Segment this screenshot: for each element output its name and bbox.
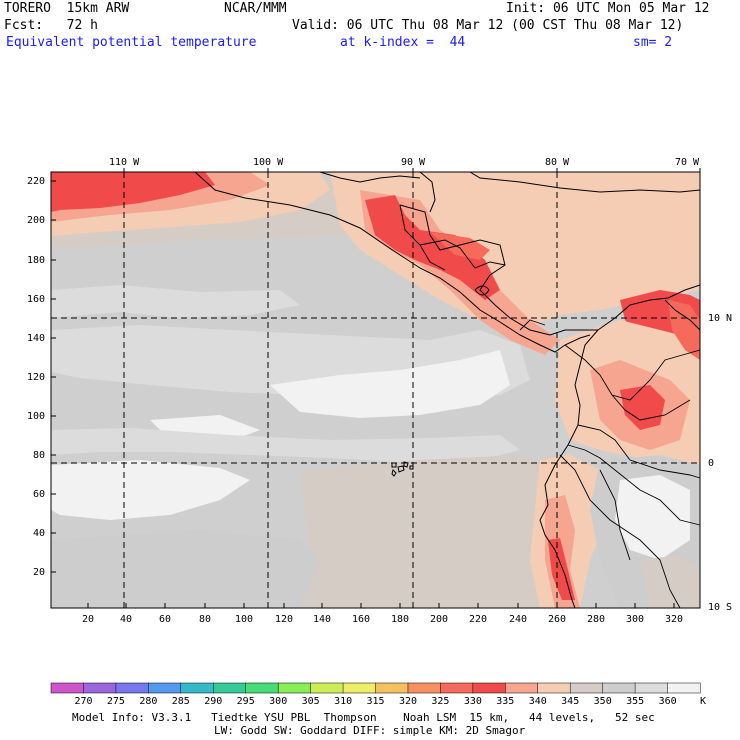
colorbar-level-label: 290 xyxy=(204,696,223,707)
colorbar-level-label: 360 xyxy=(658,696,677,707)
lon-label-90w: 90 W xyxy=(400,157,426,168)
x-tick-200: 200 xyxy=(429,614,449,625)
colorbar-swatch xyxy=(634,682,669,694)
colorbar-swatch xyxy=(569,682,604,694)
lat-label-0: 0 xyxy=(708,458,715,469)
colorbar-swatch xyxy=(245,682,279,694)
y-tick-100: 100 xyxy=(26,411,45,422)
colorbar-level-label: 300 xyxy=(269,696,288,707)
y-tick-80: 80 xyxy=(32,450,45,461)
lon-tick-marks xyxy=(123,168,701,172)
lat-label-10n: 10 N xyxy=(708,313,733,324)
lat-lon-grid xyxy=(51,172,700,608)
colorbar-unit: K xyxy=(699,696,707,707)
colorbar-level-label: 310 xyxy=(334,696,353,707)
country-borders xyxy=(399,204,701,609)
colorbar-level-label: 285 xyxy=(171,696,190,707)
colorbar-swatch xyxy=(50,682,84,694)
colorbar-swatch xyxy=(148,682,182,694)
colorbar-swatch xyxy=(310,682,344,694)
model-title: TORERO 15km ARW xyxy=(4,1,130,16)
init-time: Init: 06 UTC Mon 05 Mar 12 xyxy=(506,1,710,16)
y-tick-40: 40 xyxy=(32,528,45,539)
x-tick-40: 40 xyxy=(119,614,133,625)
x-tick-240: 240 xyxy=(508,614,528,625)
colorbar-level-label: 320 xyxy=(398,696,418,707)
forecast-hour: Fcst: 72 h xyxy=(4,18,98,33)
y-tick-60: 60 xyxy=(32,489,45,500)
colorbar-swatch xyxy=(440,682,474,694)
lon-label-80w: 80 W xyxy=(544,157,570,168)
colorbar-level-label: 325 xyxy=(431,696,450,707)
x-tick-260: 260 xyxy=(547,614,567,625)
smoothing-label: sm= 2 xyxy=(633,35,673,50)
colorbar-level-label: 335 xyxy=(496,696,515,707)
y-tick-140: 140 xyxy=(26,333,45,344)
x-tick-20: 20 xyxy=(81,614,95,625)
colorbar-level-label: 295 xyxy=(236,696,255,707)
colorbar-swatch xyxy=(213,682,247,694)
valid-time: Valid: 06 UTC Thu 08 Mar 12 (00 CST Thu … xyxy=(292,18,684,33)
theta-e-field xyxy=(51,172,700,608)
colorbar-level-label: 275 xyxy=(106,696,125,707)
colorbar-swatch xyxy=(667,682,701,694)
x-tick-320: 320 xyxy=(664,614,684,625)
colorbar-swatch xyxy=(375,682,409,694)
colorbar-level-label: 305 xyxy=(301,696,320,707)
colorbar-swatch xyxy=(472,682,506,694)
y-tick-180: 180 xyxy=(26,255,45,266)
colorbar xyxy=(50,682,701,694)
x-tick-80: 80 xyxy=(198,614,212,625)
colorbar-level-label: 280 xyxy=(139,696,158,707)
colorbar-level-label: 340 xyxy=(528,696,547,707)
colorbar-level-label: 330 xyxy=(463,696,482,707)
lon-label-110w: 110 W xyxy=(109,157,140,168)
colorbar-swatch xyxy=(342,682,377,694)
colorbar-swatch xyxy=(537,682,571,694)
x-tick-300: 300 xyxy=(625,614,645,625)
colorbar-swatch xyxy=(505,682,539,694)
coastlines xyxy=(194,171,701,609)
y-tick-marks xyxy=(51,180,56,573)
x-tick-100: 100 xyxy=(234,614,254,625)
level-label: at k-index = 44 xyxy=(340,35,466,50)
colorbar-swatch xyxy=(180,682,214,694)
y-tick-200: 200 xyxy=(26,215,45,226)
x-tick-220: 220 xyxy=(468,614,488,625)
lon-label-100w: 100 W xyxy=(253,157,284,168)
plot-frame xyxy=(50,171,701,609)
colorbar-swatch xyxy=(602,682,636,694)
x-tick-160: 160 xyxy=(351,614,371,625)
y-tick-120: 120 xyxy=(26,372,45,383)
y-tick-220: 220 xyxy=(26,176,45,187)
x-tick-180: 180 xyxy=(390,614,410,625)
field-name: Equivalent potential temperature xyxy=(6,35,257,50)
x-tick-280: 280 xyxy=(586,614,606,625)
colorbar-swatch xyxy=(277,682,312,694)
lon-label-70w: 70 W xyxy=(674,157,700,168)
model-info: Model Info: V3.3.1 Tiedtke YSU PBL Thomp… xyxy=(72,711,655,724)
colorbar-swatch xyxy=(83,682,117,694)
x-tick-marks xyxy=(87,603,675,608)
colorbar-level-label: 315 xyxy=(366,696,385,707)
x-tick-120: 120 xyxy=(274,614,294,625)
colorbar-swatch xyxy=(115,682,149,694)
y-tick-160: 160 xyxy=(26,294,45,305)
colorbar-level-label: 270 xyxy=(74,696,93,707)
x-tick-140: 140 xyxy=(312,614,332,625)
colorbar-swatch xyxy=(407,682,441,694)
physics-info: LW: Godd SW: Goddard DIFF: simple KM: 2D… xyxy=(214,724,526,737)
organization-label: NCAR/MMM xyxy=(224,1,287,16)
y-tick-20: 20 xyxy=(32,567,45,578)
x-tick-60: 60 xyxy=(158,614,172,625)
lat-label-10s: 10 S xyxy=(708,602,733,613)
colorbar-level-label: 355 xyxy=(626,696,645,707)
colorbar-level-label: 350 xyxy=(593,696,612,707)
colorbar-level-label: 345 xyxy=(561,696,580,707)
